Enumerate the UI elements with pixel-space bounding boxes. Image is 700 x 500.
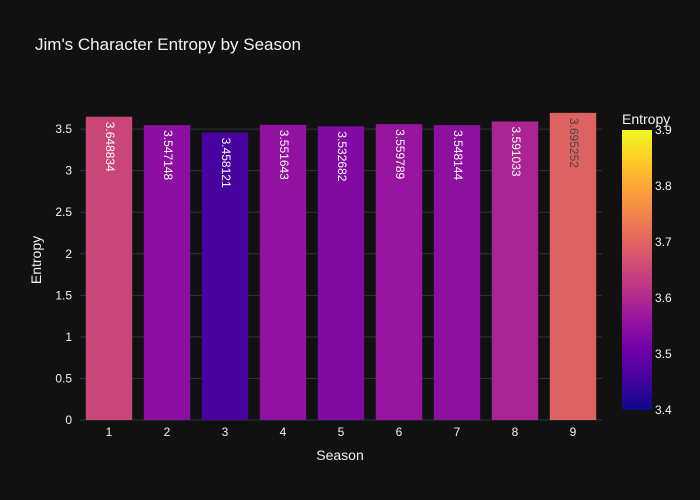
- colorbar-tick-label: 3.6: [655, 291, 672, 305]
- bar-value-label: 3.458121: [219, 138, 233, 188]
- x-tick-label: 7: [454, 425, 461, 439]
- colorbar: 3.4 3.5 3.6 3.7 3.8 3.9: [622, 123, 672, 417]
- bar-season-4: [259, 124, 307, 421]
- bars: [85, 112, 597, 421]
- colorbar-tick-label: 3.9: [655, 123, 672, 137]
- x-tick-label: 2: [164, 425, 171, 439]
- bar-value-label: 3.551643: [277, 130, 291, 180]
- bar-season-2: [143, 125, 191, 420]
- colorbar-tick-label: 3.5: [655, 347, 672, 361]
- bar-value-label: 3.548144: [451, 130, 465, 180]
- bar-value-label: 3.648834: [103, 122, 117, 172]
- y-tick-label: 0: [65, 413, 72, 427]
- x-tick-label: 6: [396, 425, 403, 439]
- bar-value-label: 3.547148: [161, 130, 175, 180]
- y-axis-ticks: 0 0.5 1 1.5 2 2.5 3 3.5: [55, 122, 72, 427]
- y-tick-label: 0.5: [55, 371, 72, 385]
- y-tick-label: 1: [65, 330, 72, 344]
- x-axis-title: Season: [316, 447, 363, 463]
- bar-value-label: 3.591033: [509, 127, 523, 177]
- x-tick-label: 4: [280, 425, 287, 439]
- bar-value-labels: 3.648834 3.547148 3.458121 3.551643 3.532682…: [103, 118, 581, 188]
- colorbar-title: Entropy: [622, 111, 670, 127]
- y-tick-label: 3.5: [55, 122, 72, 136]
- bar-season-6: [375, 124, 423, 421]
- colorbar-tick-label: 3.7: [655, 235, 672, 249]
- x-axis-ticks: 1 2 3 4 5 6 7 8 9: [106, 425, 577, 439]
- y-tick-label: 2.5: [55, 205, 72, 219]
- x-tick-label: 1: [106, 425, 113, 439]
- x-tick-label: 9: [570, 425, 577, 439]
- bar-value-label: 3.532682: [335, 131, 349, 181]
- bar-season-3: [201, 132, 249, 420]
- y-tick-label: 1.5: [55, 288, 72, 302]
- colorbar-tick-label: 3.4: [655, 403, 672, 417]
- bar-season-8: [491, 121, 539, 420]
- bar-value-label: 3.695252: [567, 118, 581, 168]
- colorbar-gradient: [622, 130, 652, 410]
- bar-value-label: 3.559789: [393, 129, 407, 179]
- y-tick-label: 2: [65, 247, 72, 261]
- bar-season-7: [433, 125, 481, 421]
- colorbar-tick-label: 3.8: [655, 179, 672, 193]
- y-tick-label: 3: [65, 164, 72, 178]
- x-tick-label: 3: [222, 425, 229, 439]
- y-axis-title: Entropy: [28, 236, 44, 284]
- bar-season-5: [317, 126, 365, 420]
- bar-season-1: [85, 116, 133, 421]
- x-tick-label: 8: [512, 425, 519, 439]
- x-tick-label: 5: [338, 425, 345, 439]
- chart-title: Jim's Character Entropy by Season: [35, 35, 301, 54]
- bar-season-9: [549, 112, 597, 420]
